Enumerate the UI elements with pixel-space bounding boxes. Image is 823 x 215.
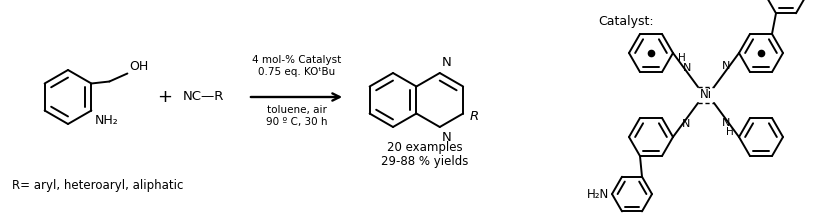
Text: NH₂: NH₂ (95, 114, 119, 126)
Text: N: N (682, 119, 690, 129)
Text: N: N (442, 131, 452, 144)
Text: H₂N: H₂N (587, 187, 609, 201)
Text: 0.75 eq. KOᵗBu: 0.75 eq. KOᵗBu (258, 67, 335, 77)
Text: N: N (722, 61, 730, 71)
Text: OH: OH (129, 60, 149, 72)
Text: +: + (157, 88, 173, 106)
Text: H: H (726, 127, 733, 137)
Text: NC—R: NC—R (183, 91, 225, 103)
Text: 20 examples: 20 examples (387, 140, 463, 154)
Text: Ni: Ni (700, 89, 712, 101)
Text: 4 mol-% Catalyst: 4 mol-% Catalyst (252, 55, 341, 65)
Text: R: R (469, 110, 478, 123)
Text: N: N (722, 118, 730, 128)
Text: 29-88 % yields: 29-88 % yields (381, 155, 468, 167)
Text: 90 º C, 30 h: 90 º C, 30 h (266, 117, 328, 127)
Text: Catalyst:: Catalyst: (598, 15, 653, 28)
Text: NH₂: NH₂ (809, 0, 823, 2)
Text: H: H (678, 53, 686, 63)
Text: R= aryl, heteroaryl, aliphatic: R= aryl, heteroaryl, aliphatic (12, 178, 184, 192)
Text: N: N (683, 63, 691, 73)
Text: N: N (442, 56, 452, 69)
Text: toluene, air: toluene, air (267, 105, 327, 115)
